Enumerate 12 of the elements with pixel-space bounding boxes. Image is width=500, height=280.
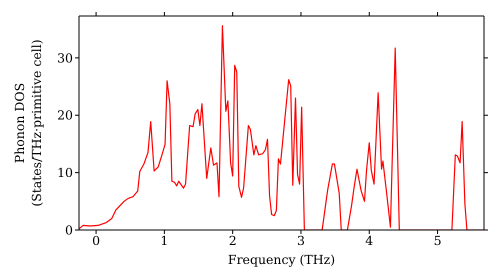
- y-axis-title: Phonon DOS (States/THz·primitive cell): [12, 39, 44, 207]
- x-tick-label: 5: [434, 232, 442, 248]
- x-tick-label: 3: [296, 232, 305, 248]
- y-tick-label: 30: [57, 50, 74, 66]
- x-tick-label: 0: [92, 232, 100, 248]
- x-tick-label: 2: [228, 232, 237, 248]
- x-tick-label: 1: [160, 232, 168, 248]
- y-tick-label: 0: [65, 222, 74, 238]
- y-tick-label: 10: [57, 165, 74, 180]
- x-axis-title: Frequency (THz): [228, 252, 336, 267]
- y-tick-label: 20: [57, 108, 74, 123]
- x-tick-label: 4: [365, 232, 374, 248]
